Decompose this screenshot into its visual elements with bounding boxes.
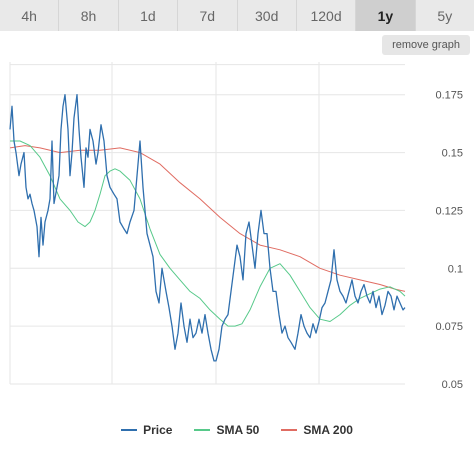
timeframe-tabs: 4h 8h 1d 7d 30d 120d 1y 5y bbox=[0, 0, 474, 31]
series-line-price bbox=[9, 94, 406, 362]
legend-label: SMA 200 bbox=[303, 423, 353, 437]
y-tick-label: 0.175 bbox=[435, 90, 463, 102]
y-tick-label: 0.15 bbox=[442, 148, 463, 160]
legend-item-sma-50[interactable]: SMA 50 bbox=[194, 420, 259, 440]
remove-graph-button[interactable]: remove graph bbox=[382, 35, 470, 55]
tab-1y[interactable]: 1y bbox=[356, 0, 416, 31]
y-tick-label: 0.05 bbox=[442, 379, 463, 390]
tab-120d[interactable]: 120d bbox=[297, 0, 357, 31]
legend-label: Price bbox=[143, 423, 173, 437]
y-tick-label: 0.125 bbox=[435, 205, 463, 217]
tab-5y[interactable]: 5y bbox=[437, 7, 453, 24]
chart-legend: Price SMA 50 SMA 200 bbox=[0, 420, 474, 440]
tab-8h[interactable]: 8h bbox=[59, 0, 119, 31]
tab-30d[interactable]: 30d bbox=[238, 0, 297, 31]
legend-swatch bbox=[121, 429, 138, 431]
y-tick-label: 0.1 bbox=[448, 263, 463, 275]
series-line-sma-50 bbox=[10, 140, 406, 327]
y-tick-label: 0.075 bbox=[435, 321, 463, 333]
legend-item-sma-200[interactable]: SMA 200 bbox=[281, 420, 353, 440]
legend-swatch bbox=[281, 429, 298, 431]
legend-swatch bbox=[194, 429, 211, 431]
tab-7d[interactable]: 7d bbox=[178, 0, 238, 31]
legend-item-price[interactable]: Price bbox=[121, 420, 172, 440]
tab-1d[interactable]: 1d bbox=[119, 0, 179, 31]
tab-4h[interactable]: 4h bbox=[0, 0, 60, 31]
series-line-sma-200 bbox=[9, 145, 406, 292]
legend-label: SMA 50 bbox=[216, 423, 260, 437]
